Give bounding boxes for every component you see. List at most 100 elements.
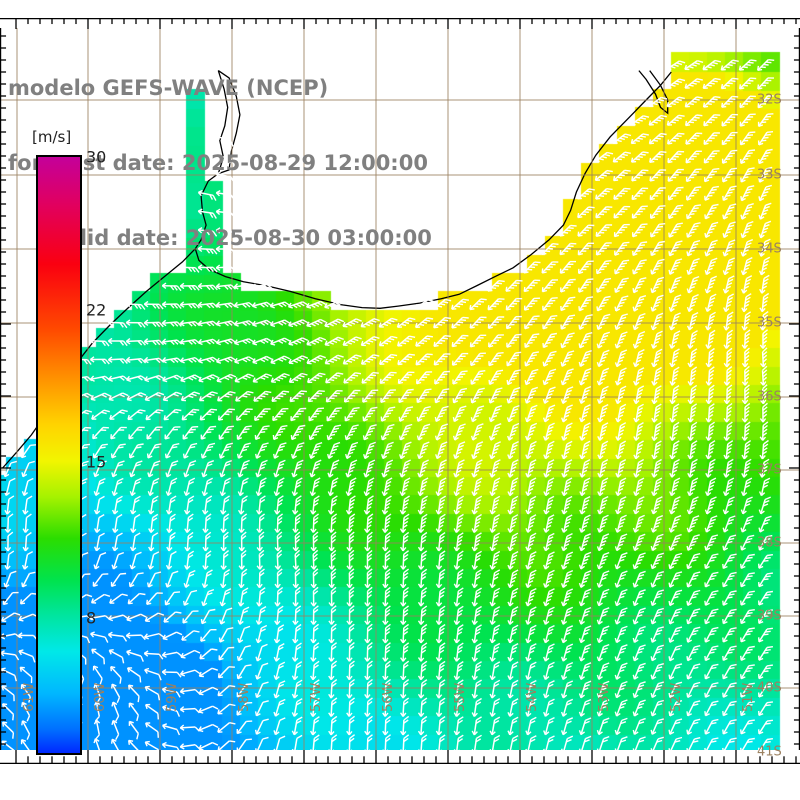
wind-barb	[397, 335, 416, 347]
wind-barb	[417, 513, 428, 533]
wind-barb	[507, 642, 519, 662]
wind-barb	[632, 348, 645, 368]
wind-barb	[686, 718, 701, 735]
wind-barb	[197, 282, 218, 291]
wind-barb	[576, 188, 595, 200]
wind-barb	[740, 627, 755, 643]
lat-label-33S: 33S	[757, 167, 782, 183]
wind-barb	[615, 440, 627, 460]
wind-barb	[723, 311, 734, 331]
wind-barb	[233, 320, 255, 327]
wind-barb	[541, 279, 559, 293]
wind-barb	[452, 405, 467, 423]
wind-barb	[686, 645, 701, 662]
wind-barb	[578, 680, 592, 699]
wind-barb	[471, 661, 482, 681]
wind-barb	[238, 531, 247, 552]
lat-label-32S: 32S	[757, 92, 782, 108]
wind-barb	[111, 683, 121, 704]
wind-barb	[292, 568, 301, 589]
wind-barb	[596, 367, 610, 386]
wind-barb	[741, 311, 752, 331]
wind-barb	[255, 495, 266, 515]
wind-barb	[219, 588, 232, 607]
wind-barb	[758, 554, 773, 569]
wind-barb	[166, 513, 176, 533]
wind-barb	[650, 223, 666, 238]
wind-barb	[346, 697, 356, 717]
wind-barb	[364, 697, 373, 717]
wind-barb	[488, 334, 504, 348]
wind-barb	[200, 629, 217, 642]
wind-barb	[310, 642, 320, 662]
wind-barb	[273, 495, 284, 515]
wind-barb	[541, 243, 559, 255]
wind-barb	[324, 300, 345, 309]
wind-barb	[560, 278, 576, 293]
wind-barb	[595, 242, 612, 256]
wind-barb	[255, 736, 269, 750]
colorbar-gradient	[36, 155, 82, 755]
wind-barb	[543, 532, 555, 552]
wind-barb	[94, 513, 105, 533]
wind-barb	[578, 260, 594, 275]
wind-barb	[614, 680, 628, 699]
wind-barb	[400, 734, 410, 750]
wind-barb	[89, 356, 110, 365]
wind-barb	[128, 572, 144, 588]
wind-barb	[489, 606, 501, 625]
wind-barb	[758, 682, 773, 698]
map-plot-area	[0, 28, 800, 750]
wind-barb	[471, 513, 482, 533]
wind-barb	[759, 439, 769, 460]
wind-barb	[346, 623, 355, 644]
wind-barb	[417, 587, 428, 607]
wind-barb	[543, 440, 555, 460]
wind-barb	[364, 734, 373, 750]
wind-barb	[740, 220, 754, 239]
wind-barb	[631, 169, 649, 182]
wind-barb	[216, 356, 237, 364]
wind-barb	[632, 259, 647, 275]
wind-barb	[705, 403, 715, 423]
wind-barb	[507, 514, 519, 533]
wind-barb	[632, 330, 646, 349]
wind-barb	[505, 297, 523, 311]
wind-barb	[614, 588, 628, 607]
wind-barb	[180, 391, 201, 402]
wind-barb	[291, 495, 302, 515]
wind-barb	[382, 678, 392, 699]
wind-barb	[346, 568, 355, 589]
wind-barb	[110, 443, 126, 459]
wind-barb	[723, 293, 735, 313]
wind-barb	[722, 608, 737, 625]
wind-barb	[183, 589, 198, 606]
wind-barb	[614, 736, 628, 750]
colorbar-tick-30: 30	[86, 147, 107, 167]
wind-barb	[614, 570, 628, 588]
wind-barb	[380, 423, 395, 441]
wind-barb	[758, 572, 773, 588]
wind-barb	[360, 354, 380, 365]
wind-barb	[722, 719, 737, 735]
wind-barb	[507, 624, 519, 644]
wind-barb	[93, 552, 107, 570]
wind-barb	[328, 642, 338, 662]
wind-barb	[668, 240, 683, 257]
wind-barb	[382, 550, 391, 570]
wind-barb	[180, 374, 201, 383]
wind-barb	[506, 404, 520, 423]
wind-barb	[310, 586, 319, 607]
wind-barb	[126, 649, 144, 662]
wind-barb	[382, 513, 392, 533]
wind-barb	[378, 317, 398, 328]
wind-barb	[704, 737, 719, 750]
wind-barb	[21, 550, 34, 570]
wind-barb	[183, 495, 195, 515]
wind-barb	[198, 667, 219, 678]
wind-barb	[128, 426, 145, 440]
wind-barb	[489, 716, 501, 736]
wind-barb	[417, 660, 428, 681]
wind-barb	[704, 663, 719, 680]
wind-barb	[542, 404, 556, 423]
